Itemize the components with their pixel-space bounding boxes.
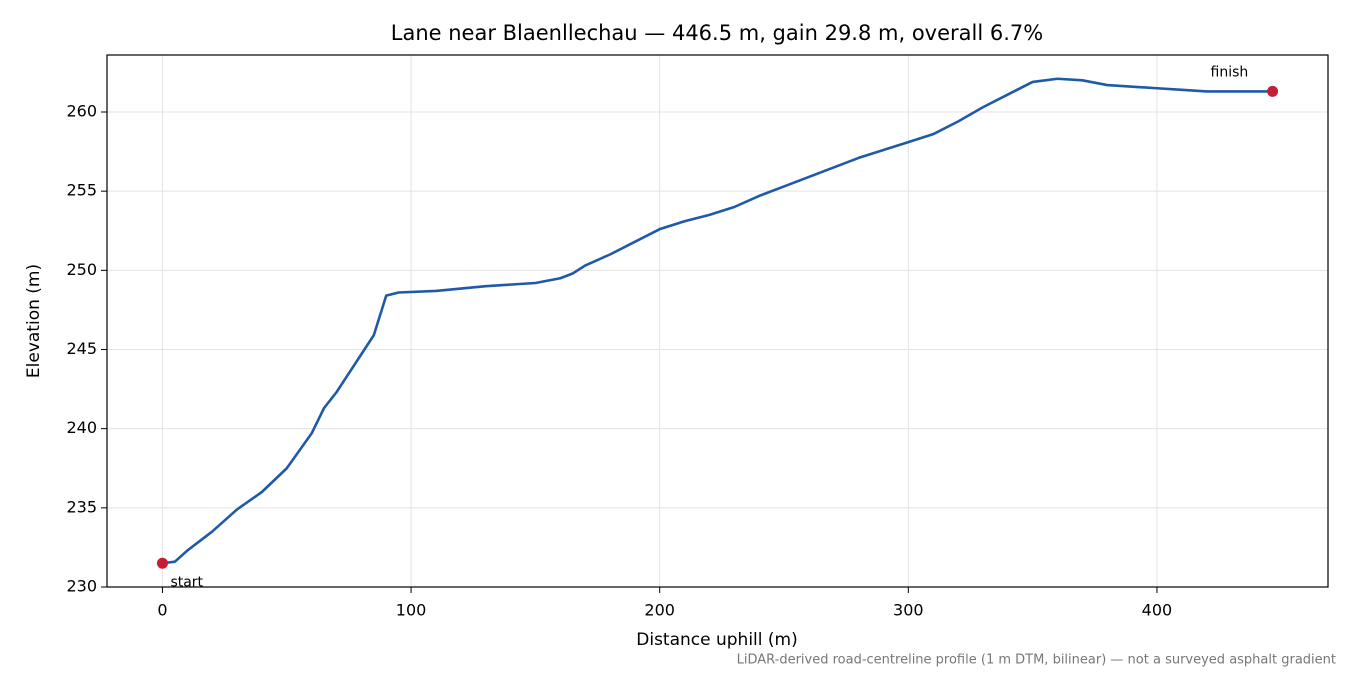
- endpoint-marker: [1267, 85, 1279, 97]
- y-tick-label: 240: [66, 418, 97, 437]
- endpoint-label: start: [170, 574, 203, 590]
- endpoint-label: finish: [1211, 64, 1249, 80]
- y-tick-label: 245: [66, 339, 97, 358]
- x-tick-label: 200: [644, 601, 675, 620]
- footnote: LiDAR-derived road-centreline profile (1…: [737, 653, 1336, 668]
- x-tick-label: 400: [1142, 601, 1173, 620]
- y-tick-label: 235: [66, 497, 97, 516]
- endpoint-marker: [156, 557, 168, 569]
- plot-frame: [106, 54, 1329, 588]
- y-tick-label: 255: [66, 181, 97, 200]
- y-tick-label: 260: [66, 102, 97, 121]
- x-tick-label: 300: [893, 601, 924, 620]
- elevation-line: [162, 77, 1273, 565]
- y-tick-label: 250: [66, 260, 97, 279]
- chart-title: Lane near Blaenllechau — 446.5 m, gain 2…: [391, 21, 1043, 45]
- x-tick-label: 100: [396, 601, 427, 620]
- y-tick-label: 230: [66, 577, 97, 596]
- x-axis-label: Distance uphill (m): [636, 630, 797, 650]
- y-axis-label: Elevation (m): [24, 264, 44, 378]
- x-tick-label: 0: [157, 601, 167, 620]
